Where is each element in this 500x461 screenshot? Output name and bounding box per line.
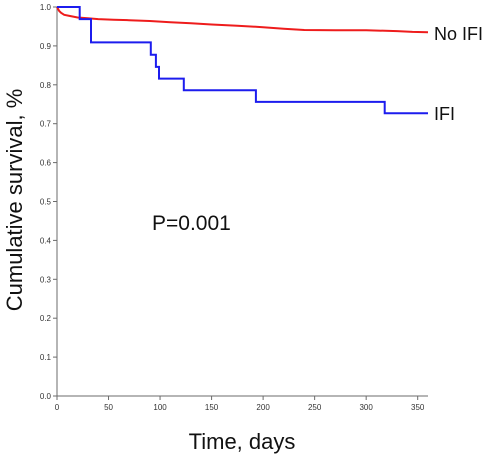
x-tick-label: 250 xyxy=(308,403,322,412)
y-tick-label: 0.9 xyxy=(40,42,52,51)
series-line-ifi xyxy=(57,6,428,115)
y-tick-label: 0.8 xyxy=(40,81,52,90)
series-lines xyxy=(56,6,429,115)
y-axis-title: Cumulative survival, % xyxy=(2,89,27,312)
x-tick-label: 0 xyxy=(55,403,60,412)
y-tick-label: 0.1 xyxy=(40,353,52,362)
x-tick-label: 200 xyxy=(256,403,270,412)
x-tick-label: 100 xyxy=(153,403,167,412)
y-tick-label: 0.7 xyxy=(40,120,52,129)
y-tick-label: 0.5 xyxy=(40,198,52,207)
y-tick-label: 1.0 xyxy=(40,3,52,12)
x-axis-title: Time, days xyxy=(189,429,296,454)
y-tick-label: 0.3 xyxy=(40,275,52,284)
series-line-no-ifi xyxy=(56,6,429,34)
x-tick-label: 350 xyxy=(411,403,425,412)
p-value-annotation: P=0.001 xyxy=(152,212,231,235)
x-tick-label: 50 xyxy=(104,403,113,412)
labels: Cumulative survival, % Time, days P=0.00… xyxy=(2,24,483,454)
series-label-no-ifi: No IFI xyxy=(434,24,483,44)
y-tick-label: 0.2 xyxy=(40,314,52,323)
y-tick-label: 0.6 xyxy=(40,159,52,168)
series-label-ifi: IFI xyxy=(434,104,455,124)
axes: 0.0 0.1 0.2 0.3 0.4 0.5 0.6 0.7 0.8 0.9 1.0 0 50 100 1… xyxy=(40,3,428,412)
x-tick-label: 150 xyxy=(205,403,219,412)
y-tick-label: 0.4 xyxy=(40,236,52,245)
y-tick-label: 0.0 xyxy=(40,392,52,401)
x-tick-label: 300 xyxy=(359,403,373,412)
